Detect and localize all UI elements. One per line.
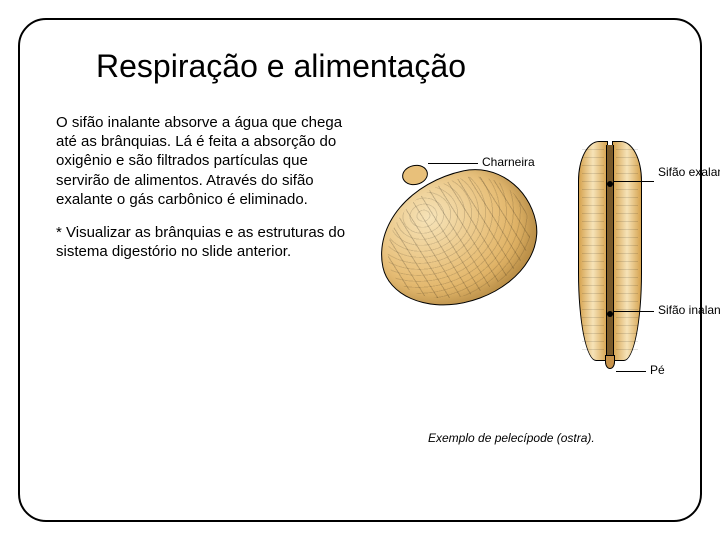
slide-title: Respiração e alimentação xyxy=(96,48,664,85)
content-row: O sifão inalante absorve a água que cheg… xyxy=(56,113,664,443)
valve-right xyxy=(612,141,642,361)
body-paragraph-2: * Visualizar as brânquias e as estrutura… xyxy=(56,223,356,261)
label-sifao-exalante: Sifão exalante xyxy=(658,165,720,179)
foot xyxy=(605,355,615,369)
siphon-exhalant-marker xyxy=(607,181,613,187)
leader-sifao-exalante xyxy=(614,181,654,182)
mantle-gap xyxy=(606,145,614,357)
figure-caption: Exemplo de pelecípode (ostra). xyxy=(428,431,595,445)
label-pe: Pé xyxy=(650,363,665,377)
text-column: O sifão inalante absorve a água que cheg… xyxy=(56,113,356,443)
siphon-inhalant-marker xyxy=(607,311,613,317)
body-paragraph-1: O sifão inalante absorve a água que cheg… xyxy=(56,113,356,209)
label-sifao-inalante: Sifão inalante xyxy=(658,303,720,317)
leader-pe xyxy=(616,371,646,372)
slide-frame: Respiração e alimentação O sifão inalant… xyxy=(18,18,702,522)
label-charneira: Charneira xyxy=(482,155,535,169)
shell-dorsal-view xyxy=(578,141,642,361)
leader-sifao-inalante xyxy=(614,311,654,312)
figure: Charneira Sifão exalante Sifão inalante … xyxy=(368,113,664,443)
shell-lateral-view xyxy=(366,158,550,318)
valve-left xyxy=(578,141,608,361)
leader-charneira xyxy=(428,163,478,164)
